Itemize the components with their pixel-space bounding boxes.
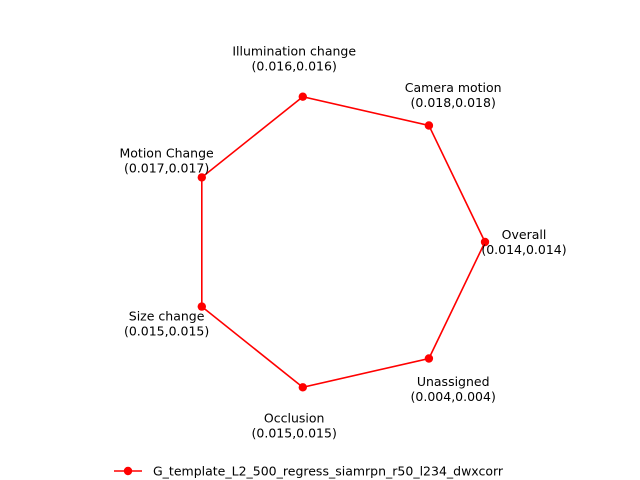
legend: G_template_L2_500_regress_siamrpn_r50_l2…	[114, 464, 504, 479]
axis-label-motion-change: Motion Change (0.017,0.017)	[119, 145, 214, 175]
axis-label-illumination-change: Illumination change (0.016,0.016)	[232, 44, 356, 74]
series-line	[201, 95, 486, 389]
axis-label-camera-motion: Camera motion (0.018,0.018)	[405, 80, 502, 110]
data-point-overall	[480, 237, 490, 247]
data-point-unassigned	[424, 354, 434, 363]
axis-label-unassigned: Unassigned (0.004,0.004)	[411, 374, 496, 404]
axis-label-size-change: Size change (0.015,0.015)	[124, 309, 209, 339]
data-point-occlusion	[298, 383, 307, 392]
series-layer	[197, 92, 490, 392]
data-point-camera-motion	[424, 121, 434, 130]
legend-marker	[123, 466, 133, 476]
axis-label-occlusion: Occlusion (0.015,0.015)	[252, 410, 337, 440]
axis-labels: Overall (0.014,0.014) Camera motion (0.018,…	[119, 44, 566, 441]
data-point-size-change	[197, 302, 206, 311]
data-point-motion-change	[197, 173, 206, 182]
axis-label-overall: Overall (0.014,0.014)	[481, 227, 566, 257]
data-point-illumination-change	[298, 92, 307, 101]
legend-label: G_template_L2_500_regress_siamrpn_r50_l2…	[153, 464, 504, 479]
